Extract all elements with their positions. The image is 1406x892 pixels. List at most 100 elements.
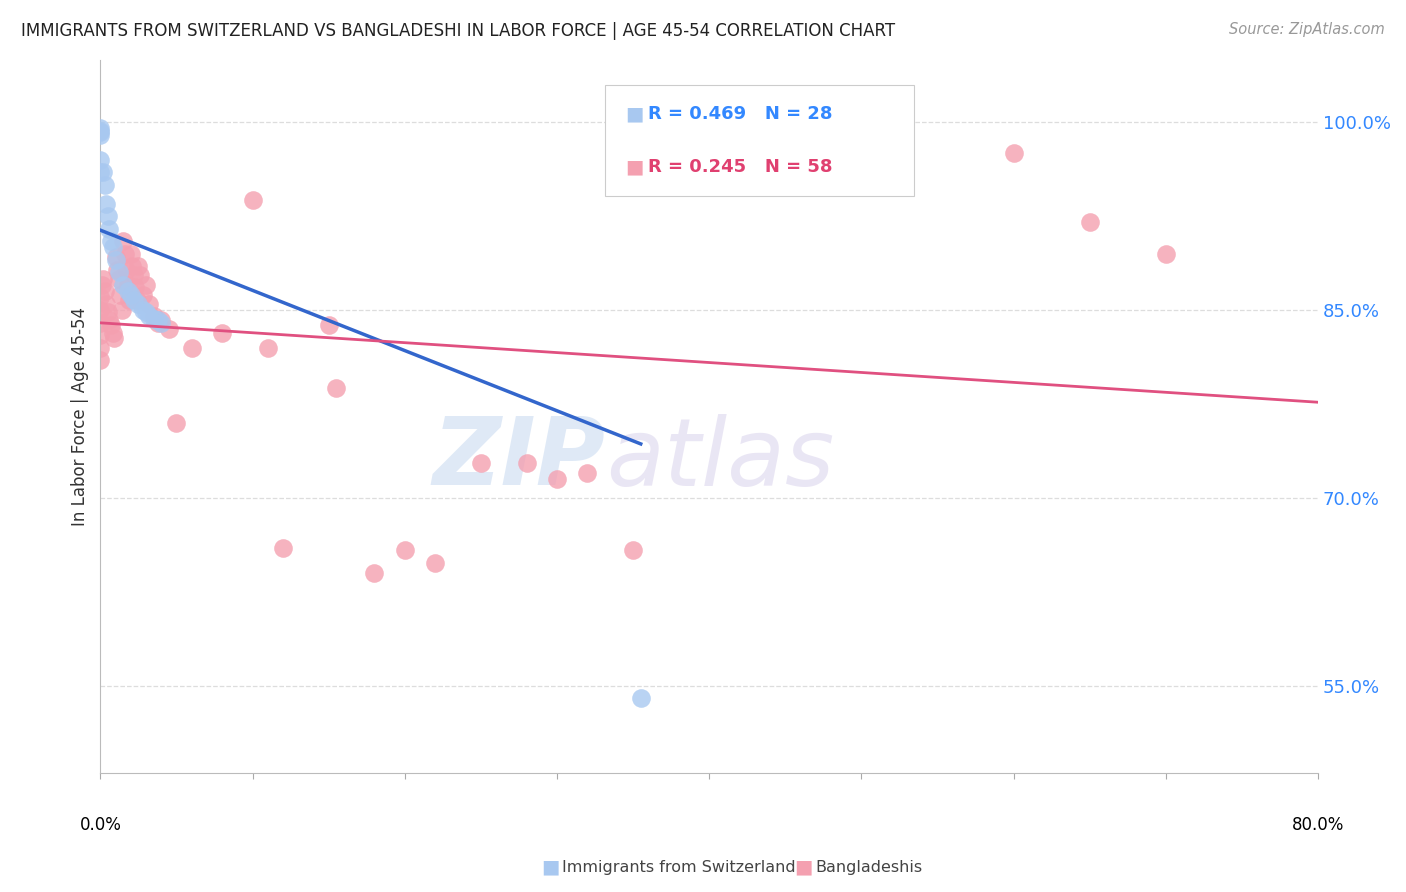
- Point: [125, 293, 148, 307]
- Point: [124, 280, 146, 294]
- Point: [242, 193, 264, 207]
- Text: R = 0.469   N = 28: R = 0.469 N = 28: [648, 105, 832, 123]
- Point: [1078, 215, 1101, 229]
- Point: [120, 288, 142, 302]
- Point: [103, 330, 125, 344]
- Point: [256, 341, 278, 355]
- Point: [96, 196, 118, 211]
- Point: [111, 303, 134, 318]
- Point: [425, 556, 447, 570]
- Point: [142, 311, 165, 326]
- Point: [132, 303, 155, 318]
- Point: [117, 277, 139, 292]
- Text: 0.0%: 0.0%: [79, 816, 121, 834]
- Point: [120, 246, 142, 260]
- Point: [89, 128, 111, 142]
- Point: [150, 316, 173, 330]
- Point: [89, 328, 111, 343]
- Point: [148, 313, 170, 327]
- Text: Bangladeshis: Bangladeshis: [815, 860, 922, 874]
- Text: ■: ■: [541, 857, 560, 877]
- Text: 80.0%: 80.0%: [1292, 816, 1344, 834]
- Point: [117, 284, 139, 298]
- Point: [101, 240, 124, 254]
- Text: IMMIGRANTS FROM SWITZERLAND VS BANGLADESHI IN LABOR FORCE | AGE 45-54 CORRELATIO: IMMIGRANTS FROM SWITZERLAND VS BANGLADES…: [21, 22, 896, 40]
- Point: [105, 263, 128, 277]
- Point: [132, 288, 155, 302]
- Point: [211, 326, 233, 340]
- Point: [122, 268, 145, 282]
- Text: ■: ■: [626, 104, 644, 124]
- Point: [135, 277, 157, 292]
- Point: [89, 341, 111, 355]
- Point: [100, 234, 122, 248]
- Point: [89, 303, 111, 318]
- Point: [89, 125, 111, 139]
- Point: [148, 316, 170, 330]
- Point: [180, 341, 202, 355]
- Point: [114, 246, 136, 260]
- Point: [104, 251, 127, 265]
- Point: [112, 234, 135, 248]
- Text: atlas: atlas: [606, 414, 834, 505]
- Point: [546, 472, 568, 486]
- Point: [89, 165, 111, 179]
- Point: [89, 153, 111, 167]
- Point: [630, 691, 652, 706]
- Point: [166, 416, 188, 430]
- Point: [89, 353, 111, 368]
- Point: [115, 263, 138, 277]
- Point: [118, 293, 141, 307]
- Point: [93, 165, 115, 179]
- Point: [94, 178, 117, 192]
- Point: [1154, 246, 1177, 260]
- Point: [127, 296, 149, 310]
- Point: [142, 310, 165, 324]
- Point: [271, 541, 294, 555]
- Point: [89, 290, 111, 304]
- Point: [470, 456, 492, 470]
- Point: [621, 121, 644, 136]
- Point: [89, 316, 111, 330]
- Point: [157, 322, 180, 336]
- Point: [96, 296, 118, 310]
- Point: [90, 277, 112, 292]
- Point: [138, 310, 160, 324]
- Text: R = 0.245   N = 58: R = 0.245 N = 58: [648, 158, 832, 176]
- Point: [325, 381, 347, 395]
- Point: [129, 268, 152, 282]
- Text: Immigrants from Switzerland: Immigrants from Switzerland: [562, 860, 796, 874]
- Point: [121, 259, 143, 273]
- Point: [108, 288, 131, 302]
- Point: [150, 313, 173, 327]
- Point: [89, 124, 111, 138]
- Point: [576, 466, 599, 480]
- Point: [112, 277, 135, 292]
- Point: [138, 296, 160, 310]
- Point: [363, 566, 385, 580]
- Point: [104, 252, 127, 267]
- Point: [107, 265, 129, 279]
- Point: [89, 121, 111, 136]
- Point: [101, 326, 124, 340]
- Point: [100, 318, 122, 332]
- Point: [97, 209, 120, 223]
- Text: ■: ■: [794, 857, 813, 877]
- Point: [98, 313, 121, 327]
- Point: [94, 284, 117, 298]
- Point: [93, 271, 115, 285]
- Point: [318, 318, 340, 332]
- Point: [516, 456, 538, 470]
- Point: [135, 305, 157, 319]
- Text: ■: ■: [626, 157, 644, 177]
- Text: Source: ZipAtlas.com: Source: ZipAtlas.com: [1229, 22, 1385, 37]
- Y-axis label: In Labor Force | Age 45-54: In Labor Force | Age 45-54: [72, 307, 89, 526]
- Text: ZIP: ZIP: [433, 413, 606, 505]
- Point: [122, 293, 145, 307]
- Point: [621, 543, 644, 558]
- Point: [394, 543, 416, 558]
- Point: [107, 271, 129, 285]
- Point: [1002, 146, 1025, 161]
- Point: [127, 259, 149, 273]
- Point: [98, 221, 121, 235]
